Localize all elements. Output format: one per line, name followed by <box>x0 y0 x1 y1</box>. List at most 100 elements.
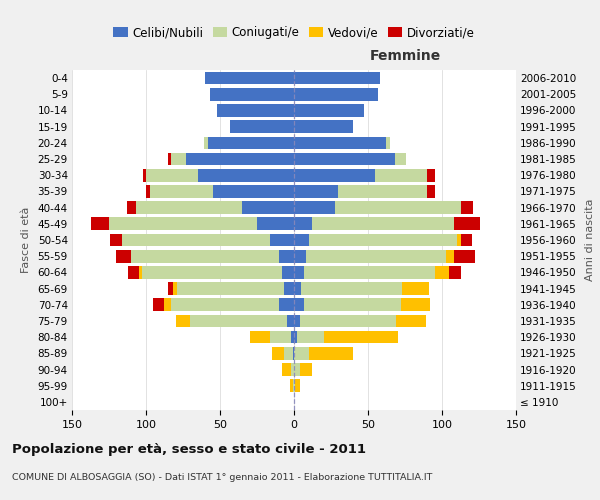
Bar <box>323 331 398 344</box>
Bar <box>177 282 284 295</box>
Bar <box>294 363 300 376</box>
Text: Femmine: Femmine <box>370 49 440 63</box>
Bar <box>446 250 454 262</box>
Bar <box>294 266 304 278</box>
Bar <box>294 169 376 181</box>
Bar <box>293 347 294 360</box>
Bar <box>282 266 294 278</box>
Bar <box>309 234 457 246</box>
Bar <box>154 298 164 311</box>
Bar <box>454 218 481 230</box>
Bar <box>128 266 139 278</box>
Bar <box>396 314 426 328</box>
Bar <box>146 185 151 198</box>
Bar <box>284 347 293 360</box>
Bar <box>122 234 271 246</box>
Bar <box>217 104 294 117</box>
Bar <box>284 282 294 295</box>
Bar <box>294 331 297 344</box>
Bar <box>290 380 293 392</box>
Bar <box>294 136 386 149</box>
Bar <box>309 347 353 360</box>
Bar <box>294 347 309 360</box>
Bar <box>395 152 406 166</box>
Bar <box>91 218 109 230</box>
Bar <box>294 234 309 246</box>
Bar <box>304 298 401 311</box>
Bar <box>143 169 146 181</box>
Bar <box>312 218 454 230</box>
Bar <box>127 202 136 214</box>
Bar <box>287 314 294 328</box>
Bar <box>427 185 434 198</box>
Bar <box>294 104 364 117</box>
Bar <box>300 363 312 376</box>
Bar <box>109 218 257 230</box>
Bar <box>173 282 177 295</box>
Bar <box>454 250 475 262</box>
Bar <box>335 202 461 214</box>
Bar <box>300 314 396 328</box>
Bar <box>146 169 198 181</box>
Bar <box>164 298 171 311</box>
Bar <box>230 120 294 133</box>
Y-axis label: Anni di nascita: Anni di nascita <box>585 198 595 281</box>
Bar <box>294 202 335 214</box>
Bar <box>457 234 461 246</box>
Bar <box>461 202 473 214</box>
Bar <box>168 282 173 295</box>
Bar <box>209 88 294 101</box>
Bar <box>295 380 300 392</box>
Bar <box>449 266 461 278</box>
Bar <box>294 298 304 311</box>
Bar <box>282 363 291 376</box>
Bar <box>168 152 171 166</box>
Bar <box>279 250 294 262</box>
Bar <box>176 314 190 328</box>
Bar <box>250 331 271 344</box>
Bar <box>139 266 142 278</box>
Bar <box>198 169 294 181</box>
Bar <box>294 218 312 230</box>
Bar <box>242 202 294 214</box>
Bar <box>297 331 323 344</box>
Bar <box>190 314 287 328</box>
Bar <box>434 266 449 278</box>
Bar <box>136 202 242 214</box>
Bar <box>151 185 212 198</box>
Bar <box>294 120 353 133</box>
Bar <box>294 250 306 262</box>
Bar <box>271 234 294 246</box>
Bar <box>279 298 294 311</box>
Text: Popolazione per età, sesso e stato civile - 2011: Popolazione per età, sesso e stato civil… <box>12 442 366 456</box>
Bar <box>427 169 434 181</box>
Bar <box>291 363 294 376</box>
Bar <box>171 298 279 311</box>
Bar <box>171 152 186 166</box>
Bar <box>294 88 379 101</box>
Bar <box>401 298 430 311</box>
Bar <box>116 250 131 262</box>
Bar <box>376 169 427 181</box>
Bar <box>291 331 294 344</box>
Bar <box>461 234 472 246</box>
Bar <box>294 380 295 392</box>
Bar <box>294 72 380 85</box>
Bar <box>306 250 446 262</box>
Bar <box>301 282 402 295</box>
Bar <box>186 152 294 166</box>
Bar <box>271 331 291 344</box>
Bar <box>304 266 434 278</box>
Bar <box>386 136 390 149</box>
Bar <box>294 314 300 328</box>
Bar <box>294 185 338 198</box>
Bar <box>272 347 284 360</box>
Bar <box>205 72 294 85</box>
Bar <box>402 282 428 295</box>
Text: COMUNE DI ALBOSAGGIA (SO) - Dati ISTAT 1° gennaio 2011 - Elaborazione TUTTITALIA: COMUNE DI ALBOSAGGIA (SO) - Dati ISTAT 1… <box>12 472 433 482</box>
Bar <box>110 234 122 246</box>
Bar <box>294 152 395 166</box>
Bar <box>204 136 208 149</box>
Legend: Celibi/Nubili, Coniugati/e, Vedovi/e, Divorziati/e: Celibi/Nubili, Coniugati/e, Vedovi/e, Di… <box>109 22 479 44</box>
Bar <box>293 380 294 392</box>
